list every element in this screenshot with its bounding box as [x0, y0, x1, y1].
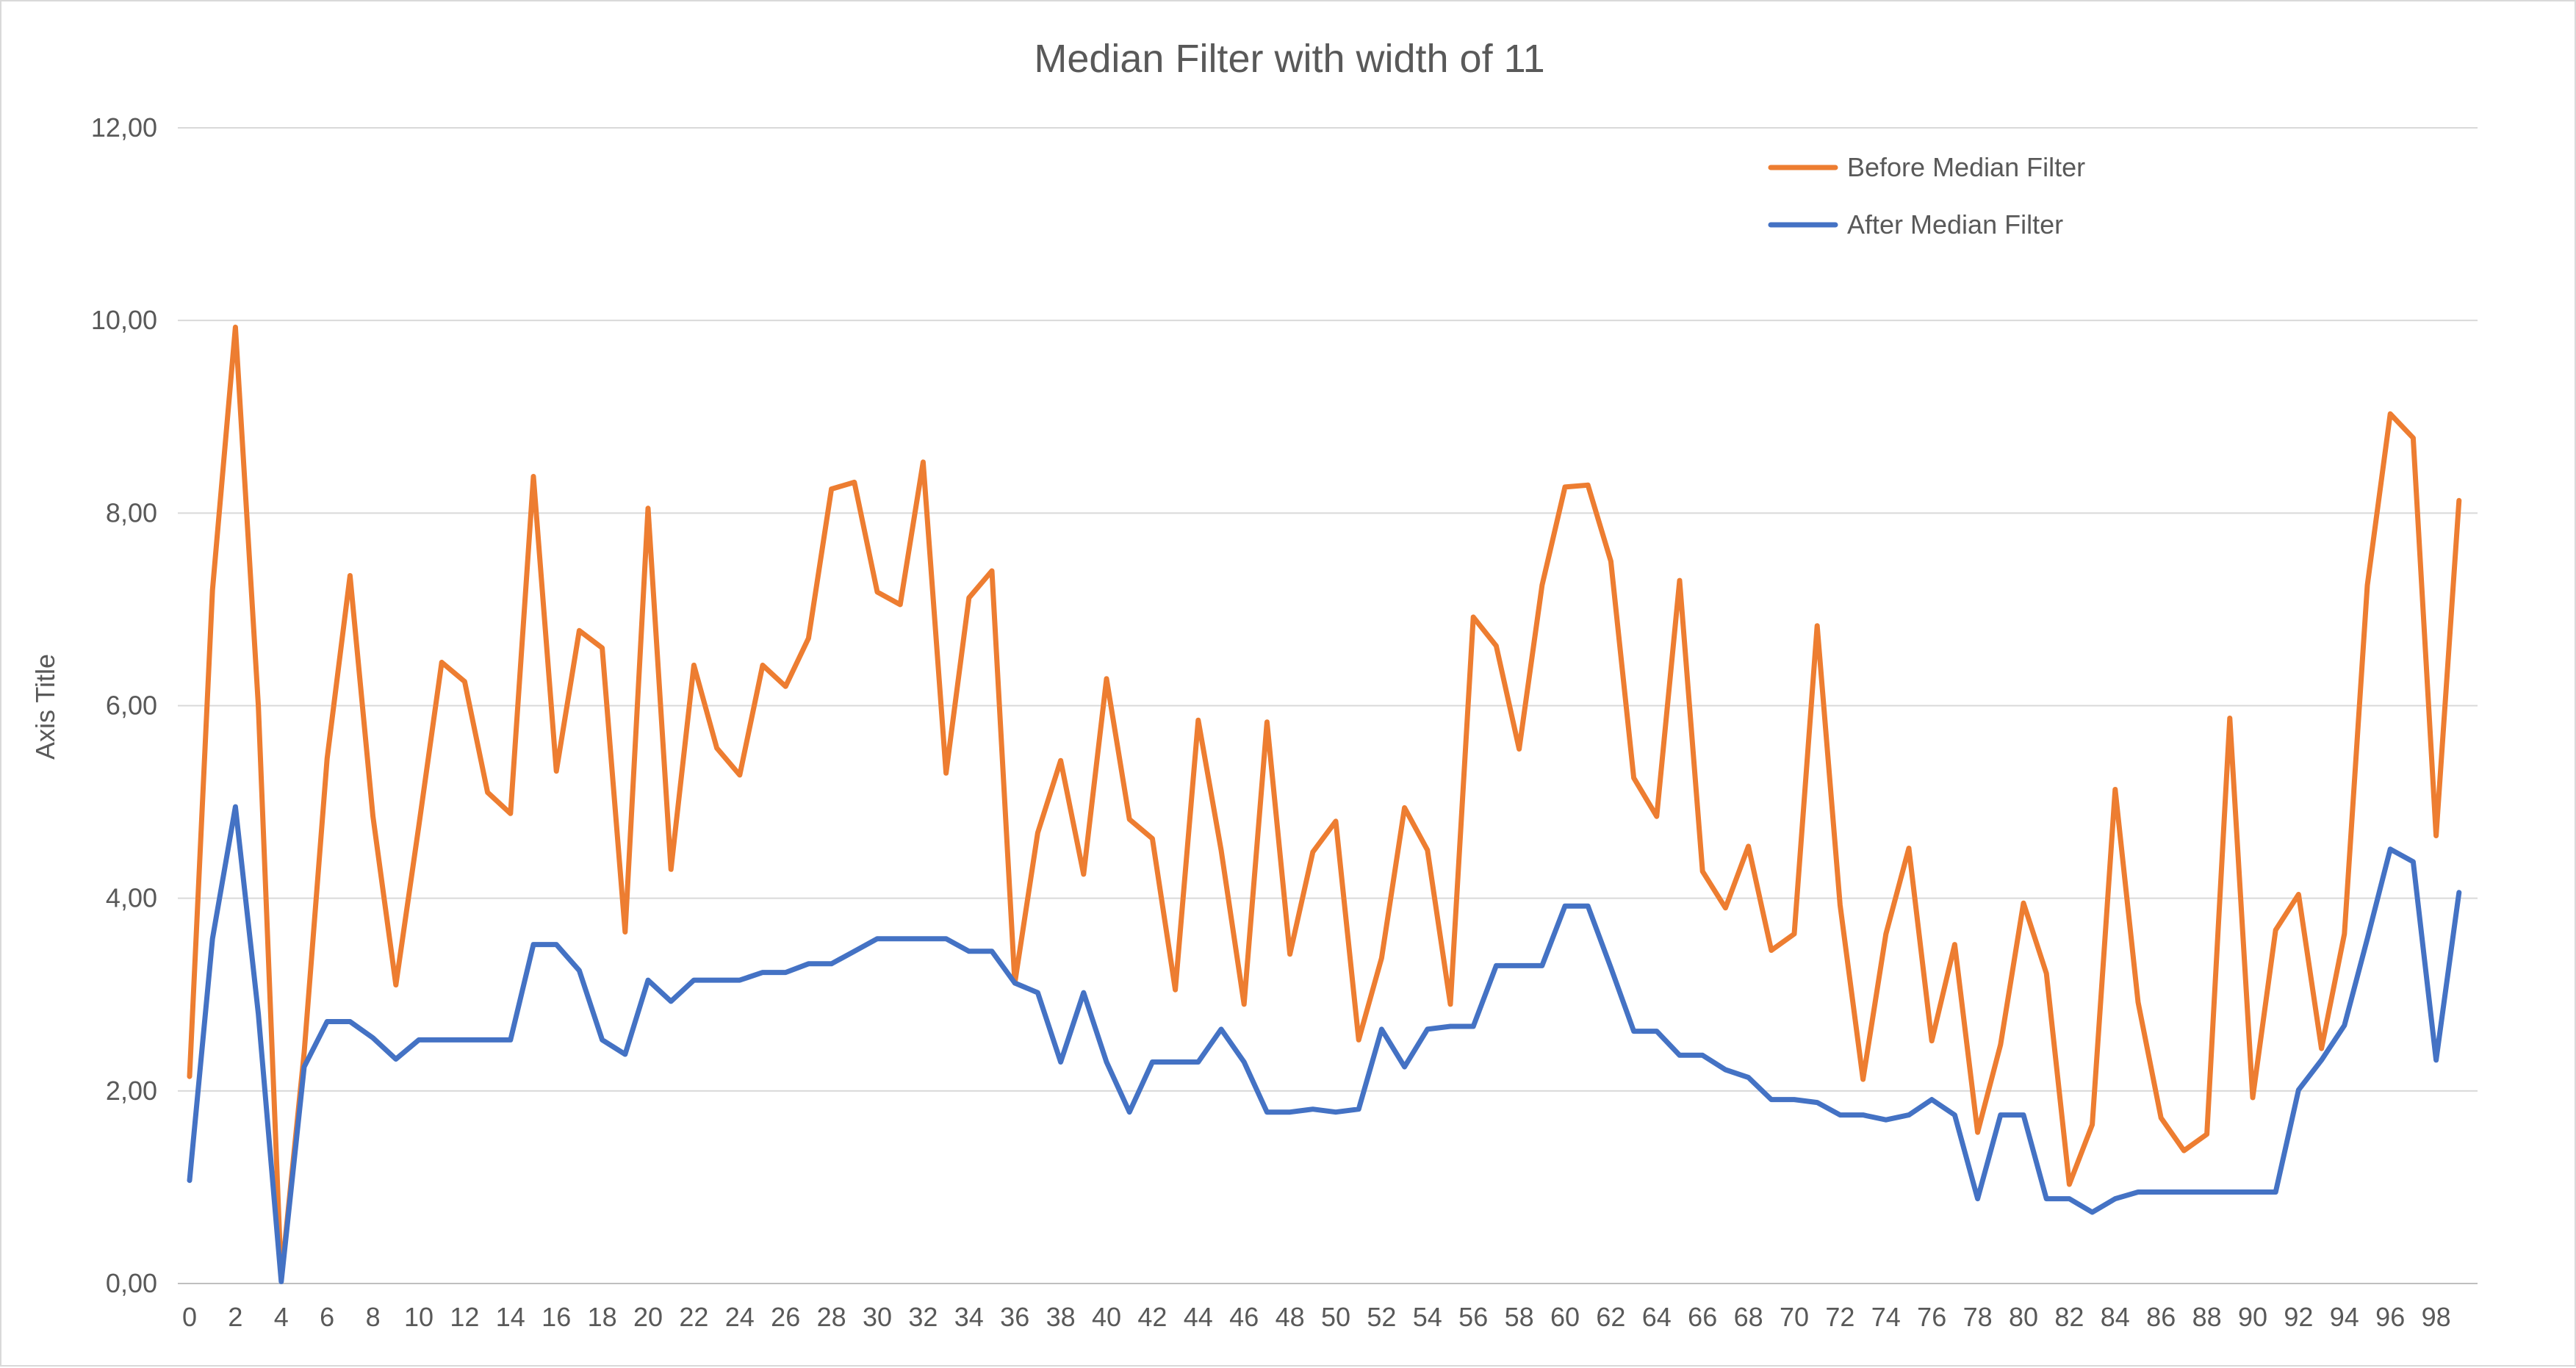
x-tick-label: 58 [1505, 1302, 1534, 1332]
x-tick-label: 30 [863, 1302, 892, 1332]
x-tick-label: 76 [1917, 1302, 1946, 1332]
y-tick-label: 4,00 [106, 883, 157, 913]
x-tick-label: 70 [1780, 1302, 1809, 1332]
x-tick-label: 22 [679, 1302, 708, 1332]
x-tick-label: 10 [404, 1302, 433, 1332]
x-tick-label: 4 [274, 1302, 289, 1332]
x-tick-label: 50 [1321, 1302, 1350, 1332]
x-tick-label: 64 [1642, 1302, 1672, 1332]
x-tick-label: 72 [1825, 1302, 1854, 1332]
legend-label: Before Median Filter [1847, 152, 2085, 182]
x-tick-label: 80 [2009, 1302, 2038, 1332]
series-line-after-median-filter [187, 804, 2462, 1284]
gridlines [178, 127, 2478, 1284]
x-tick-label: 56 [1458, 1302, 1488, 1332]
x-tick-label: 0 [182, 1302, 197, 1332]
y-tick-label: 0,00 [106, 1268, 157, 1298]
legend-label: After Median Filter [1847, 209, 2063, 240]
x-tick-label: 78 [1963, 1302, 1993, 1332]
x-tick-label: 52 [1367, 1302, 1396, 1332]
series-line-before-median-filter [187, 324, 2462, 1281]
x-tick-label: 88 [2192, 1302, 2222, 1332]
legend: Before Median Filter After Median Filter [1768, 152, 2085, 240]
y-tick-label: 6,00 [106, 691, 157, 721]
x-tick-label: 40 [1092, 1302, 1121, 1332]
x-tick-label: 46 [1229, 1302, 1259, 1332]
x-tick-label: 36 [1000, 1302, 1029, 1332]
x-tick-label: 96 [2375, 1302, 2405, 1332]
y-tick-label: 2,00 [106, 1076, 157, 1106]
x-tick-label: 66 [1688, 1302, 1717, 1332]
x-tick-label: 54 [1413, 1302, 1442, 1332]
y-axis-title: Axis Title [30, 654, 60, 760]
x-tick-label: 92 [2284, 1302, 2313, 1332]
x-axis-tick-labels: 0 2 4 6 8 10 12 14 16 18 20 22 24 26 28 30 32 34 36 38 40 42 4… [182, 1302, 2451, 1332]
x-tick-label: 94 [2330, 1302, 2359, 1332]
x-tick-label: 62 [1596, 1302, 1625, 1332]
x-tick-label: 60 [1550, 1302, 1580, 1332]
y-tick-label: 12,00 [91, 112, 157, 143]
x-tick-label: 6 [320, 1302, 334, 1332]
x-tick-label: 32 [908, 1302, 938, 1332]
x-tick-label: 74 [1871, 1302, 1901, 1332]
x-tick-label: 98 [2422, 1302, 2451, 1332]
x-tick-label: 48 [1276, 1302, 1305, 1332]
x-tick-label: 26 [771, 1302, 800, 1332]
y-axis-tick-labels: 0,00 2,00 4,00 6,00 8,00 10,00 12,00 [91, 112, 157, 1298]
y-tick-label: 8,00 [106, 497, 157, 528]
x-tick-label: 24 [725, 1302, 755, 1332]
x-tick-label: 84 [2101, 1302, 2130, 1332]
x-tick-label: 44 [1184, 1302, 1213, 1332]
x-tick-label: 14 [496, 1302, 525, 1332]
x-tick-label: 28 [817, 1302, 846, 1332]
x-tick-label: 38 [1046, 1302, 1076, 1332]
series-lines [187, 324, 2462, 1284]
x-tick-label: 82 [2054, 1302, 2084, 1332]
chart-title: Median Filter with width of 11 [1034, 37, 1544, 81]
x-tick-label: 12 [450, 1302, 479, 1332]
x-tick-label: 68 [1734, 1302, 1763, 1332]
x-tick-label: 18 [588, 1302, 617, 1332]
x-tick-label: 42 [1137, 1302, 1167, 1332]
x-tick-label: 34 [954, 1302, 984, 1332]
x-tick-label: 90 [2238, 1302, 2267, 1332]
x-tick-label: 86 [2146, 1302, 2176, 1332]
x-tick-label: 2 [228, 1302, 242, 1332]
x-tick-label: 16 [542, 1302, 571, 1332]
x-tick-label: 20 [633, 1302, 663, 1332]
y-tick-label: 10,00 [91, 305, 157, 335]
x-tick-label: 8 [366, 1302, 381, 1332]
